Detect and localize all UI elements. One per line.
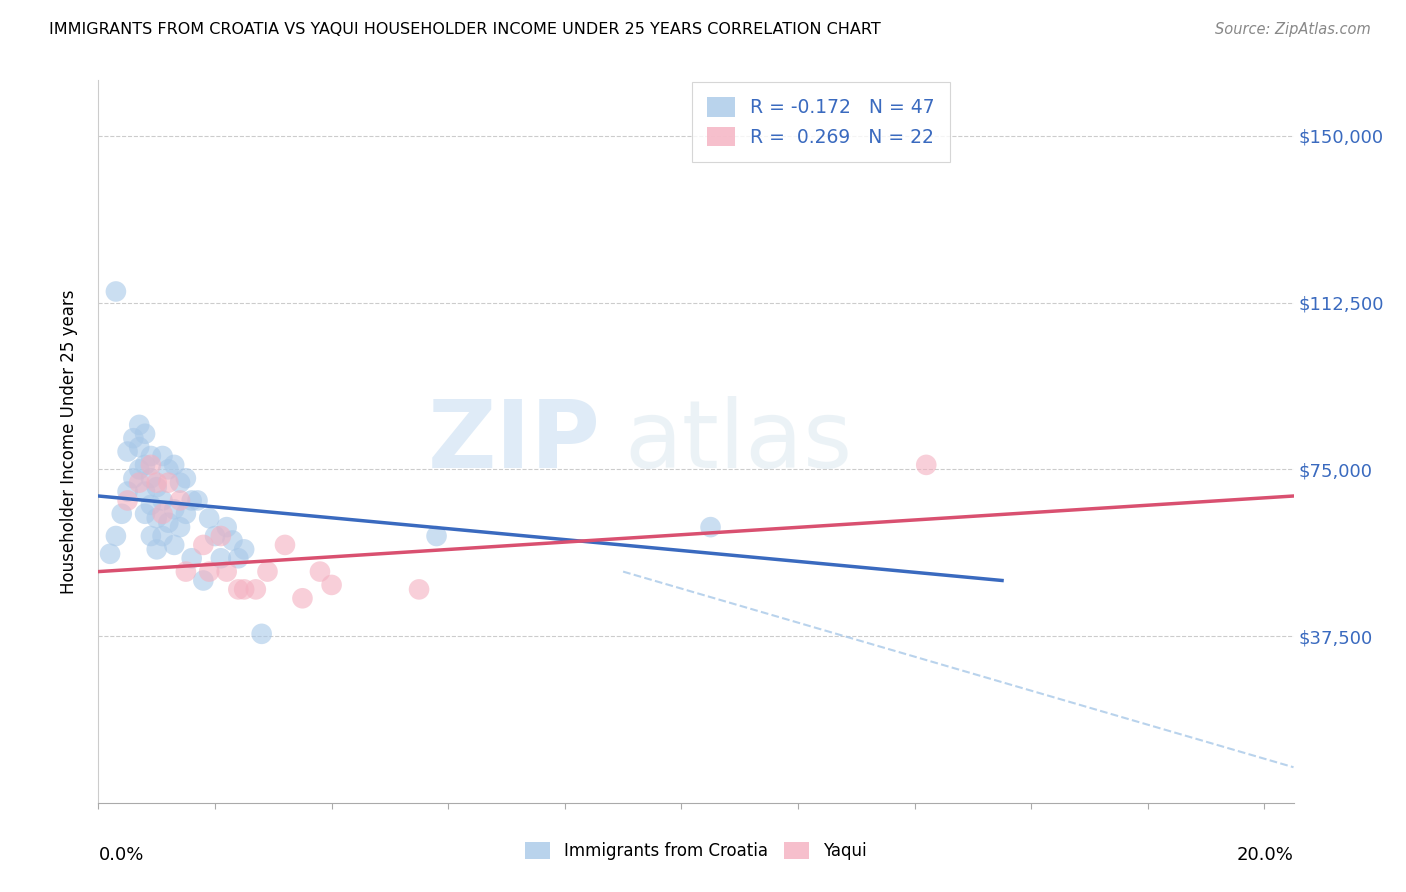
Point bbox=[145, 511, 167, 525]
Point bbox=[152, 493, 174, 508]
Point bbox=[139, 498, 162, 512]
Point bbox=[139, 458, 162, 472]
Point bbox=[250, 627, 273, 641]
Point bbox=[228, 582, 250, 597]
Point bbox=[174, 471, 197, 485]
Point bbox=[256, 565, 278, 579]
Point bbox=[145, 480, 167, 494]
Point bbox=[186, 493, 208, 508]
Point bbox=[193, 574, 215, 588]
Point bbox=[245, 582, 267, 597]
Point bbox=[128, 440, 150, 454]
Point bbox=[425, 529, 447, 543]
Point bbox=[408, 582, 430, 597]
Point bbox=[228, 551, 250, 566]
Point bbox=[174, 507, 197, 521]
Point bbox=[699, 520, 721, 534]
Point bbox=[163, 502, 186, 516]
Point bbox=[274, 538, 297, 552]
Point bbox=[104, 529, 127, 543]
Text: IMMIGRANTS FROM CROATIA VS YAQUI HOUSEHOLDER INCOME UNDER 25 YEARS CORRELATION C: IMMIGRANTS FROM CROATIA VS YAQUI HOUSEHO… bbox=[49, 22, 882, 37]
Legend: Immigrants from Croatia, Yaqui: Immigrants from Croatia, Yaqui bbox=[519, 835, 873, 867]
Point bbox=[122, 431, 145, 445]
Point bbox=[233, 542, 256, 557]
Point bbox=[174, 565, 197, 579]
Point bbox=[145, 475, 167, 490]
Point bbox=[139, 449, 162, 463]
Text: Source: ZipAtlas.com: Source: ZipAtlas.com bbox=[1215, 22, 1371, 37]
Point bbox=[209, 529, 232, 543]
Point bbox=[198, 511, 221, 525]
Point bbox=[169, 520, 191, 534]
Point bbox=[321, 578, 343, 592]
Point bbox=[152, 507, 174, 521]
Point bbox=[215, 565, 238, 579]
Point bbox=[221, 533, 243, 548]
Point bbox=[204, 529, 226, 543]
Point bbox=[157, 475, 180, 490]
Point bbox=[198, 565, 221, 579]
Point bbox=[128, 417, 150, 432]
Point bbox=[209, 551, 232, 566]
Point bbox=[134, 484, 156, 499]
Point bbox=[98, 547, 121, 561]
Point bbox=[180, 493, 202, 508]
Point bbox=[180, 551, 202, 566]
Point bbox=[134, 507, 156, 521]
Point bbox=[291, 591, 314, 606]
Point bbox=[169, 475, 191, 490]
Point bbox=[152, 529, 174, 543]
Point bbox=[134, 458, 156, 472]
Point bbox=[233, 582, 256, 597]
Point bbox=[128, 475, 150, 490]
Point bbox=[122, 471, 145, 485]
Point bbox=[152, 449, 174, 463]
Point bbox=[157, 516, 180, 530]
Text: atlas: atlas bbox=[624, 395, 852, 488]
Point bbox=[169, 493, 191, 508]
Point bbox=[915, 458, 938, 472]
Point bbox=[117, 444, 139, 458]
Point bbox=[111, 507, 134, 521]
Point bbox=[139, 471, 162, 485]
Point bbox=[163, 458, 186, 472]
Text: ZIP: ZIP bbox=[427, 395, 600, 488]
Point bbox=[117, 484, 139, 499]
Point bbox=[139, 529, 162, 543]
Point bbox=[215, 520, 238, 534]
Text: 0.0%: 0.0% bbox=[98, 847, 143, 864]
Point bbox=[309, 565, 332, 579]
Point bbox=[134, 426, 156, 441]
Point bbox=[163, 538, 186, 552]
Point bbox=[193, 538, 215, 552]
Point bbox=[104, 285, 127, 299]
Point bbox=[145, 542, 167, 557]
Point bbox=[117, 493, 139, 508]
Text: 20.0%: 20.0% bbox=[1237, 847, 1294, 864]
Y-axis label: Householder Income Under 25 years: Householder Income Under 25 years bbox=[59, 289, 77, 594]
Point bbox=[128, 462, 150, 476]
Point bbox=[157, 462, 180, 476]
